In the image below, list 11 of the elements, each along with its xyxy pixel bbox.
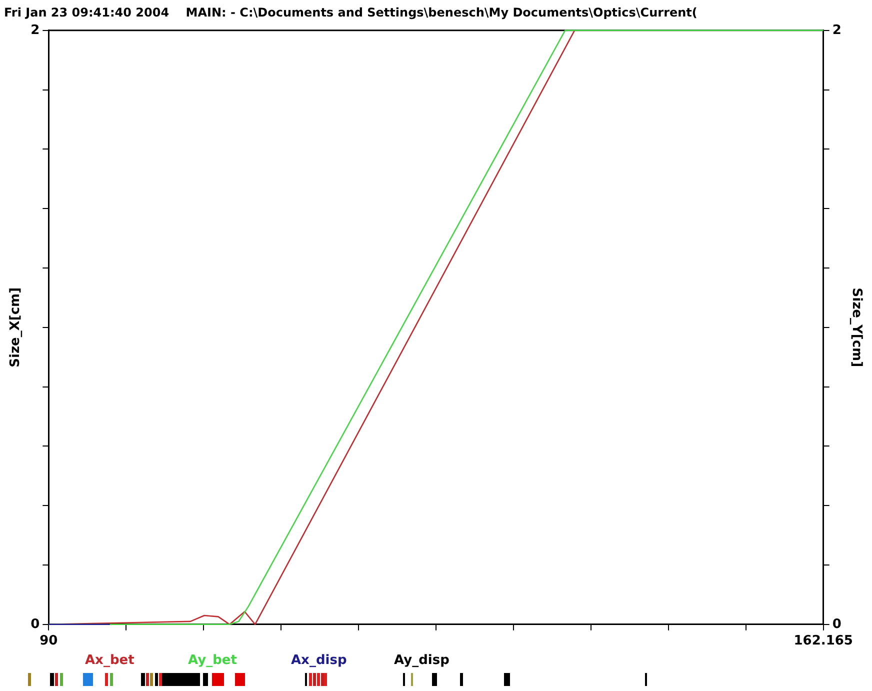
chart-title: Fri Jan 23 09:41:40 2004 MAIN: - C:\Documents and Settings\benesch\My Documents\Optics\Current( [4, 5, 698, 20]
y-axis-title: Size_X[cm] [8, 287, 24, 368]
y2-axis-title: Size_Y[cm] [848, 288, 864, 368]
text: Ax_bet [85, 653, 134, 668]
x-tick-label: 162.165 [794, 634, 853, 649]
text: Ay_disp [394, 653, 450, 668]
text: Ay_bet [188, 653, 237, 668]
y2-tick-label: 2 [832, 22, 842, 38]
x-tick-label: 90 [40, 634, 58, 649]
text: Ax_disp [291, 653, 347, 668]
y2-tick-label: 0 [832, 616, 842, 632]
